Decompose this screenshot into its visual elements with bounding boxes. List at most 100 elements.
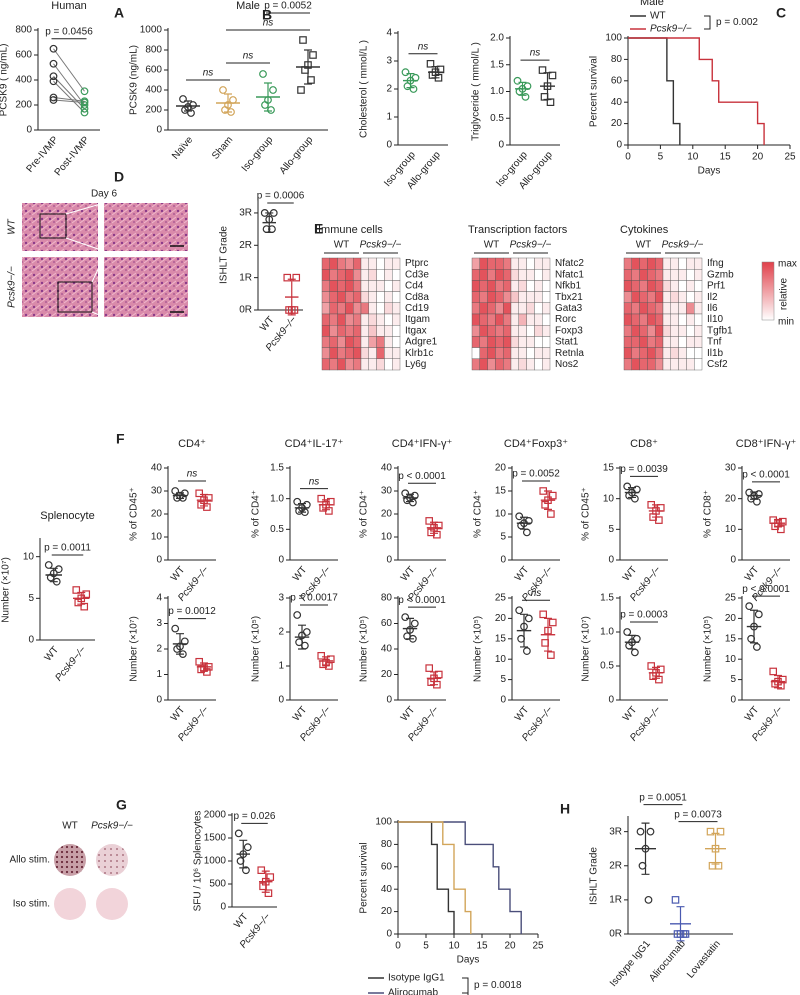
column-group-label: WT	[334, 240, 350, 251]
heatmap-cell	[542, 280, 551, 292]
colorbar-label: relative	[779, 277, 790, 310]
y-tick-label: 40	[381, 884, 393, 895]
data-point	[195, 657, 204, 666]
heatmap-cell	[345, 302, 354, 315]
row-label: Nfkb1	[555, 281, 582, 292]
comparison-label: p = 0.0011	[44, 543, 91, 554]
heatmap-cell	[647, 269, 656, 281]
error-bar	[520, 516, 528, 530]
legend-label: Isotype IgG1	[388, 973, 445, 984]
error-bar	[543, 72, 552, 101]
data-point	[515, 512, 524, 521]
heatmap-cell	[353, 347, 362, 360]
panel-letter: H	[560, 801, 570, 817]
data-point	[644, 895, 653, 904]
heatmap-cell	[360, 313, 370, 326]
row-label: Nfatc2	[555, 258, 584, 269]
heatmap-cell	[534, 291, 543, 304]
heatmap-cell	[337, 291, 346, 304]
error-bar	[322, 499, 330, 511]
heatmap-cell	[647, 358, 656, 371]
image-title: Day 6	[91, 189, 118, 200]
y-tick-label: 1.5	[270, 463, 284, 474]
heatmap-cell	[487, 347, 496, 360]
heatmap-cell	[655, 291, 664, 304]
heatmap-cell	[542, 313, 551, 326]
row-label: Ly6g	[405, 359, 426, 370]
heatmap-cell	[376, 269, 385, 281]
data-point	[302, 500, 311, 509]
heatmap-cell	[623, 302, 633, 315]
error-bar	[430, 521, 438, 534]
y-tick-label: 0.5	[600, 661, 614, 672]
survival-curve	[628, 37, 681, 145]
heatmap-cell	[623, 291, 633, 304]
comparison-label: ns	[309, 476, 320, 487]
data-point	[636, 827, 645, 836]
heatmap-cell	[345, 358, 354, 371]
heatmap-cell	[376, 358, 385, 371]
heatmap-cell	[479, 291, 488, 304]
y-tick-label: 1.0	[600, 627, 614, 638]
data-point	[409, 85, 418, 93]
comparison-label: ns	[203, 68, 214, 79]
data-point	[49, 44, 58, 53]
data-point	[401, 68, 410, 77]
x-tick-label: Allo-group	[278, 134, 316, 176]
error-bar	[676, 906, 685, 942]
y-tick-label: 0	[730, 555, 736, 566]
x-tick-label: WT	[621, 565, 639, 584]
error-bar	[264, 82, 272, 112]
data-point	[49, 96, 58, 104]
data-point	[203, 503, 211, 511]
y-axis-label: % of CD4⁺	[473, 490, 484, 538]
y-tick-label: 10	[603, 493, 615, 504]
x-tick-label: WT	[258, 315, 276, 334]
comparison-label: p < 0.0001	[742, 584, 790, 595]
heatmap-cell	[360, 325, 370, 337]
heatmap-cell	[678, 347, 687, 360]
y-tick-label: 80	[381, 593, 393, 604]
y-tick-label: 1500	[204, 833, 227, 844]
heatmap-cell	[384, 336, 393, 348]
y-axis-label: Number (×10⁵)	[703, 616, 714, 682]
heatmap-cell	[376, 302, 385, 315]
row-label: Tgfb1	[707, 325, 733, 336]
heatmap-cell	[542, 336, 551, 348]
data-point	[433, 530, 441, 539]
data-point	[646, 827, 655, 836]
heatmap-cell	[329, 336, 338, 348]
y-tick-label: 15	[495, 486, 507, 497]
heatmap-cell	[376, 291, 385, 304]
heatmap-cell	[471, 269, 481, 281]
colorbar-label: max	[778, 259, 797, 270]
error-bar	[184, 100, 192, 112]
heatmap-cell	[647, 302, 656, 315]
y-tick-label: 0	[28, 635, 34, 646]
heatmap-cell	[670, 269, 679, 281]
data-point	[623, 628, 632, 636]
heatmap-cell	[392, 358, 401, 371]
data-point	[425, 517, 434, 525]
y-axis-label: Number (×10⁵)	[359, 616, 370, 682]
heatmap-cell	[662, 313, 672, 326]
histology-image	[104, 203, 188, 251]
y-tick-label: 25	[725, 593, 737, 604]
panel-letter: G	[116, 797, 127, 813]
heatmap-cell	[534, 325, 543, 337]
y-tick-label: 10	[381, 532, 393, 543]
heatmap-cell	[639, 302, 648, 315]
data-point	[754, 490, 763, 498]
y-axis-label: % of CD45⁺	[129, 487, 140, 541]
heatmap-cell	[670, 257, 679, 270]
data-point	[259, 70, 267, 78]
y-tick-label: 2R	[239, 240, 252, 251]
heatmap-cell	[321, 269, 331, 281]
data-point	[426, 59, 435, 68]
y-tick-label: 200	[145, 105, 162, 116]
y-axis-label: Number (×10⁷)	[1, 557, 12, 623]
heatmap-cell	[471, 313, 481, 326]
y-tick-label: 60	[381, 861, 393, 872]
heatmap-cell	[631, 325, 640, 337]
y-tick-label: 40	[611, 97, 623, 108]
